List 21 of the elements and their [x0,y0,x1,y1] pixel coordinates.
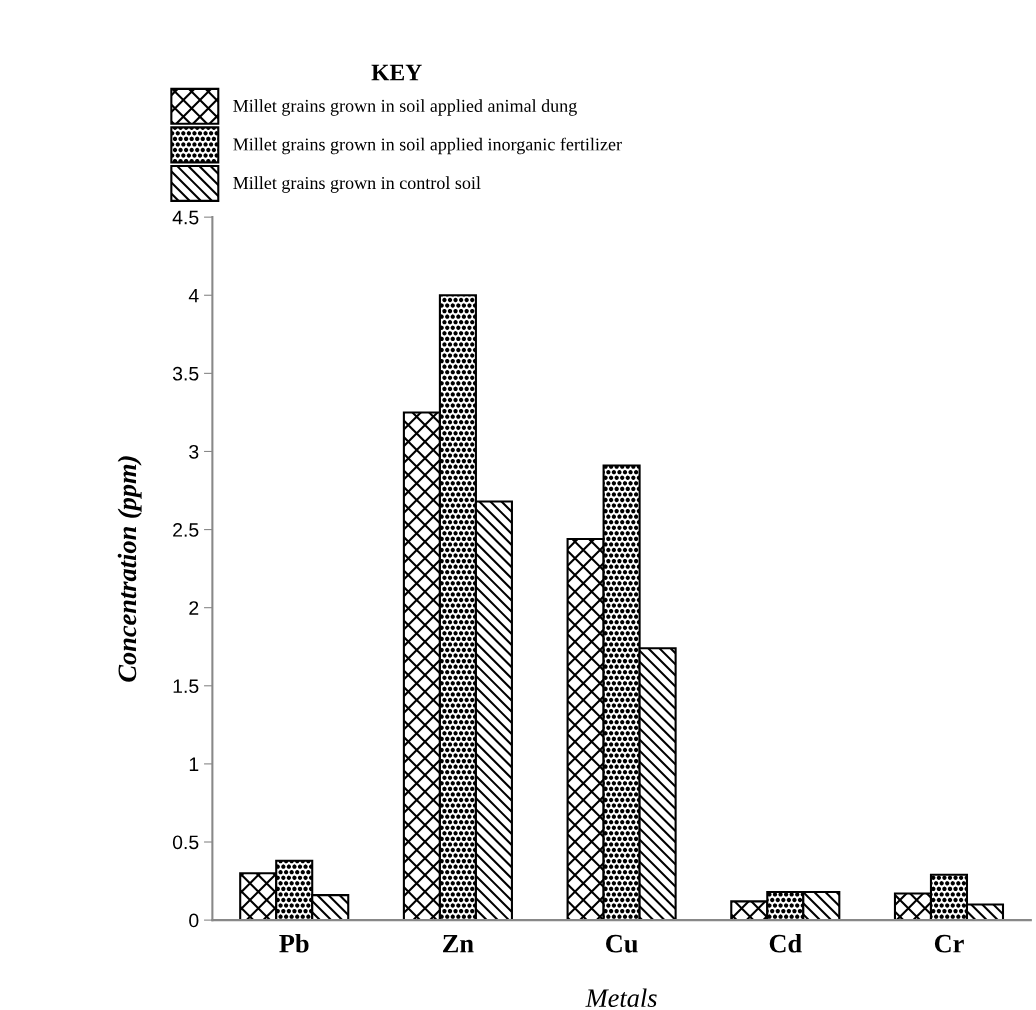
y-tick-label: 2 [189,601,199,615]
legend-title: KEY [371,64,422,81]
y-tick-label: 0 [189,913,199,928]
legend-label: Millet grains grown in soil applied inorganic fertilizer [233,137,622,155]
y-tick-label: 1 [189,757,199,771]
y-tick-label: 2.5 [173,523,199,537]
y-tick-label: 4.5 [172,210,199,225]
y-tick-label: 0.5 [172,835,199,850]
legend-label: Millet grains grown in control soil [233,176,481,193]
x-tick-label: Pb [279,934,309,953]
x-tick-label: Cr [934,934,964,953]
x-axis-title: Metals [585,988,657,1008]
y-axis-title: Concentration (ppm) [117,456,142,682]
x-tick-label: Zn [443,935,474,953]
y-tick-label: 4 [188,288,199,303]
y-tick-label: 1.5 [173,679,199,694]
y-tick-label: 3.5 [172,366,199,381]
y-tick-label: 3 [189,444,199,459]
x-tick-label: Cu [606,934,638,953]
x-tick-label: Cd [769,934,802,953]
legend-label: Millet grains grown in soil applied animal dung [233,99,577,116]
